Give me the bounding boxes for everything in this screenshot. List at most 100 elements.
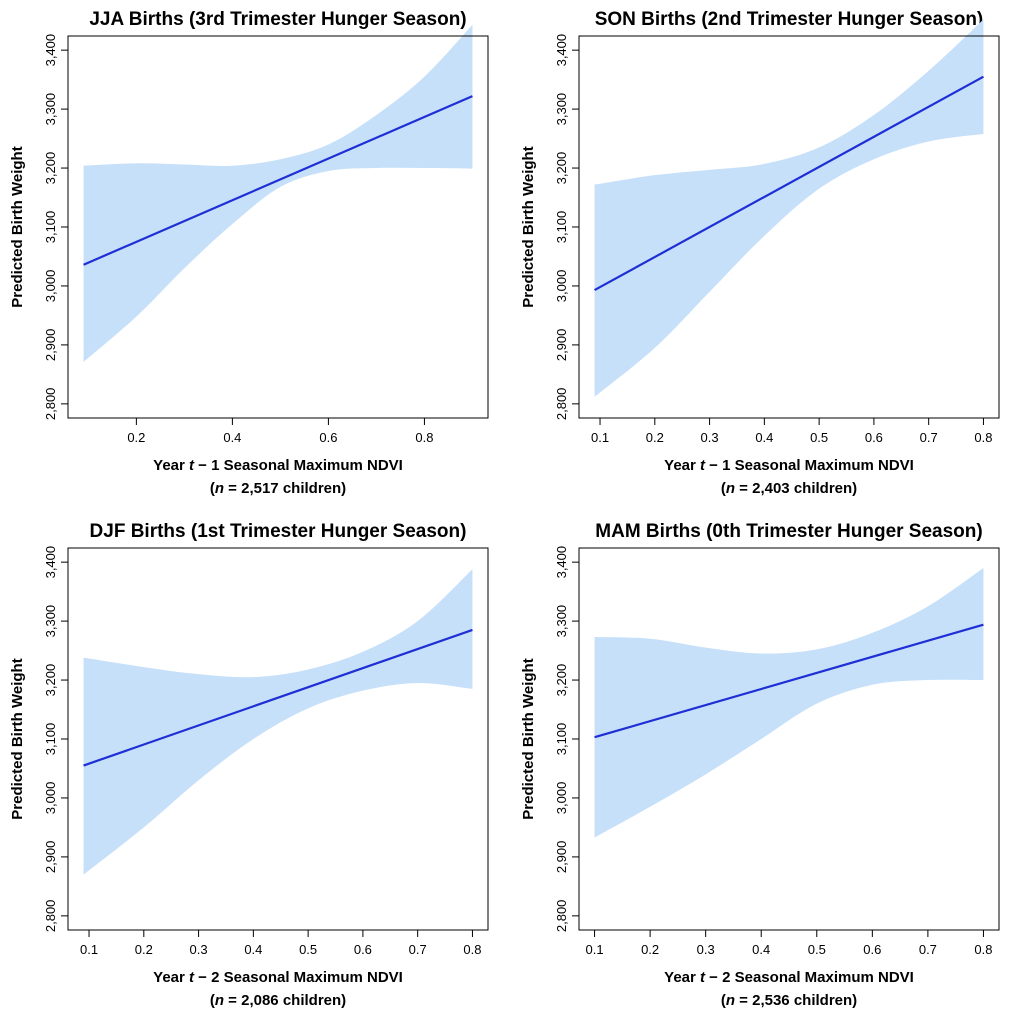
chart-panel-son: SON Births (2nd Trimester Hunger Season)…: [511, 0, 1022, 512]
confidence-band: [594, 568, 984, 838]
x-axis-label-part: − 2 Seasonal Maximum NDVI: [194, 969, 403, 986]
x-tick-label: 0.7: [409, 942, 427, 957]
sample-size-label: (n = 2,086 children): [210, 992, 346, 1009]
y-tick-label: 3,000: [43, 782, 58, 815]
y-tick-label: 2,900: [43, 329, 58, 362]
y-tick-label: 3,300: [554, 93, 569, 126]
fitted-line: [594, 623, 984, 739]
sample-size-label-part: (: [210, 480, 215, 497]
sample-size-label-part: n: [726, 992, 735, 1009]
x-tick-label: 0.2: [135, 942, 153, 957]
y-axis-label: Predicted Birth Weight: [520, 658, 537, 819]
confidence-band: [594, 19, 984, 397]
x-axis-label-part: Year: [664, 457, 700, 474]
x-axis-label-part: t: [700, 457, 706, 474]
chart-svg: JJA Births (3rd Trimester Hunger Season)…: [9, 9, 489, 497]
x-axis-label-part: Year: [153, 457, 189, 474]
sample-size-label-part: = 2,086 children): [224, 992, 346, 1009]
x-axis-label-part: t: [700, 969, 706, 986]
y-tick-label: 3,300: [43, 93, 58, 126]
x-tick-label: 0.6: [865, 430, 883, 445]
confidence-band: [83, 24, 473, 362]
sample-size-label-part: n: [215, 480, 224, 497]
y-tick-label: 2,900: [554, 329, 569, 362]
x-tick-label: 0.1: [586, 942, 604, 957]
y-tick-label: 2,800: [43, 388, 58, 421]
y-tick-label: 3,400: [43, 546, 58, 579]
x-tick-label: 0.5: [810, 430, 828, 445]
x-tick-label: 0.3: [701, 430, 719, 445]
x-axis-label-part: Year: [664, 969, 700, 986]
x-tick-label: 0.4: [223, 430, 241, 445]
chart-title: DJF Births (1st Trimester Hunger Season): [90, 521, 467, 542]
sample-size-label-part: (: [721, 992, 726, 1009]
y-axis-label: Predicted Birth Weight: [9, 146, 26, 307]
x-tick-label: 0.2: [646, 430, 664, 445]
x-axis-label: Year t − 2 Seasonal Maximum NDVI: [664, 969, 914, 986]
sample-size-label-part: = 2,517 children): [224, 480, 346, 497]
chart-panel-mam: MAM Births (0th Trimester Hunger Season)…: [511, 512, 1022, 1024]
sample-size-label: (n = 2,403 children): [721, 480, 857, 497]
x-axis-label-part: − 1 Seasonal Maximum NDVI: [705, 457, 914, 474]
fitted-line: [83, 628, 473, 767]
y-tick-label: 3,400: [43, 34, 58, 67]
fitted-line: [83, 95, 473, 266]
y-tick-label: 3,100: [43, 211, 58, 244]
sample-size-label: (n = 2,517 children): [210, 480, 346, 497]
y-tick-label: 3,000: [554, 782, 569, 815]
chart-svg: SON Births (2nd Trimester Hunger Season)…: [520, 9, 1000, 497]
x-tick-label: 0.6: [319, 430, 337, 445]
y-tick-label: 3,200: [43, 152, 58, 185]
sample-size-label-part: (: [721, 480, 726, 497]
x-tick-label: 0.7: [920, 430, 938, 445]
x-tick-label: 0.1: [80, 942, 98, 957]
sample-size-label-part: n: [215, 992, 224, 1009]
sample-size-label: (n = 2,536 children): [721, 992, 857, 1009]
x-axis-label: Year t − 1 Seasonal Maximum NDVI: [664, 457, 914, 474]
y-tick-label: 3,100: [554, 723, 569, 756]
y-tick-label: 3,200: [43, 664, 58, 697]
y-tick-label: 2,800: [554, 900, 569, 933]
x-tick-label: 0.3: [190, 942, 208, 957]
y-tick-label: 3,300: [43, 605, 58, 638]
y-tick-label: 3,000: [554, 270, 569, 303]
y-tick-label: 3,100: [554, 211, 569, 244]
fitted-line: [594, 75, 984, 292]
x-tick-label: 0.5: [299, 942, 317, 957]
x-axis-label-part: t: [189, 457, 195, 474]
chart-title: JJA Births (3rd Trimester Hunger Season): [89, 9, 466, 30]
x-axis-label-part: − 2 Seasonal Maximum NDVI: [705, 969, 914, 986]
chart-svg: MAM Births (0th Trimester Hunger Season)…: [520, 521, 1000, 1009]
x-tick-label: 0.4: [244, 942, 262, 957]
y-tick-label: 3,200: [554, 664, 569, 697]
chart-title: SON Births (2nd Trimester Hunger Season): [595, 9, 984, 30]
x-tick-label: 0.8: [974, 942, 992, 957]
sample-size-label-part: = 2,403 children): [735, 480, 857, 497]
x-tick-label: 0.2: [641, 942, 659, 957]
y-tick-label: 3,300: [554, 605, 569, 638]
x-axis-label-part: − 1 Seasonal Maximum NDVI: [194, 457, 403, 474]
y-tick-label: 3,200: [554, 152, 569, 185]
chart-panel-djf: DJF Births (1st Trimester Hunger Season)…: [0, 512, 511, 1024]
x-tick-label: 0.2: [127, 430, 145, 445]
y-tick-label: 3,400: [554, 546, 569, 579]
x-tick-label: 0.6: [863, 942, 881, 957]
y-tick-label: 2,900: [43, 841, 58, 874]
x-tick-label: 0.7: [919, 942, 937, 957]
x-axis-label-part: t: [189, 969, 195, 986]
sample-size-label-part: n: [726, 480, 735, 497]
sample-size-label-part: = 2,536 children): [735, 992, 857, 1009]
chart-title: MAM Births (0th Trimester Hunger Season): [595, 521, 982, 542]
sample-size-label-part: (: [210, 992, 215, 1009]
y-tick-label: 2,900: [554, 841, 569, 874]
y-axis-label: Predicted Birth Weight: [9, 658, 26, 819]
y-tick-label: 3,000: [43, 270, 58, 303]
x-tick-label: 0.8: [463, 942, 481, 957]
x-tick-label: 0.1: [591, 430, 609, 445]
y-tick-label: 3,100: [43, 723, 58, 756]
y-tick-label: 2,800: [554, 388, 569, 421]
x-tick-label: 0.3: [697, 942, 715, 957]
x-tick-label: 0.8: [415, 430, 433, 445]
x-tick-label: 0.5: [808, 942, 826, 957]
confidence-band: [83, 569, 473, 875]
